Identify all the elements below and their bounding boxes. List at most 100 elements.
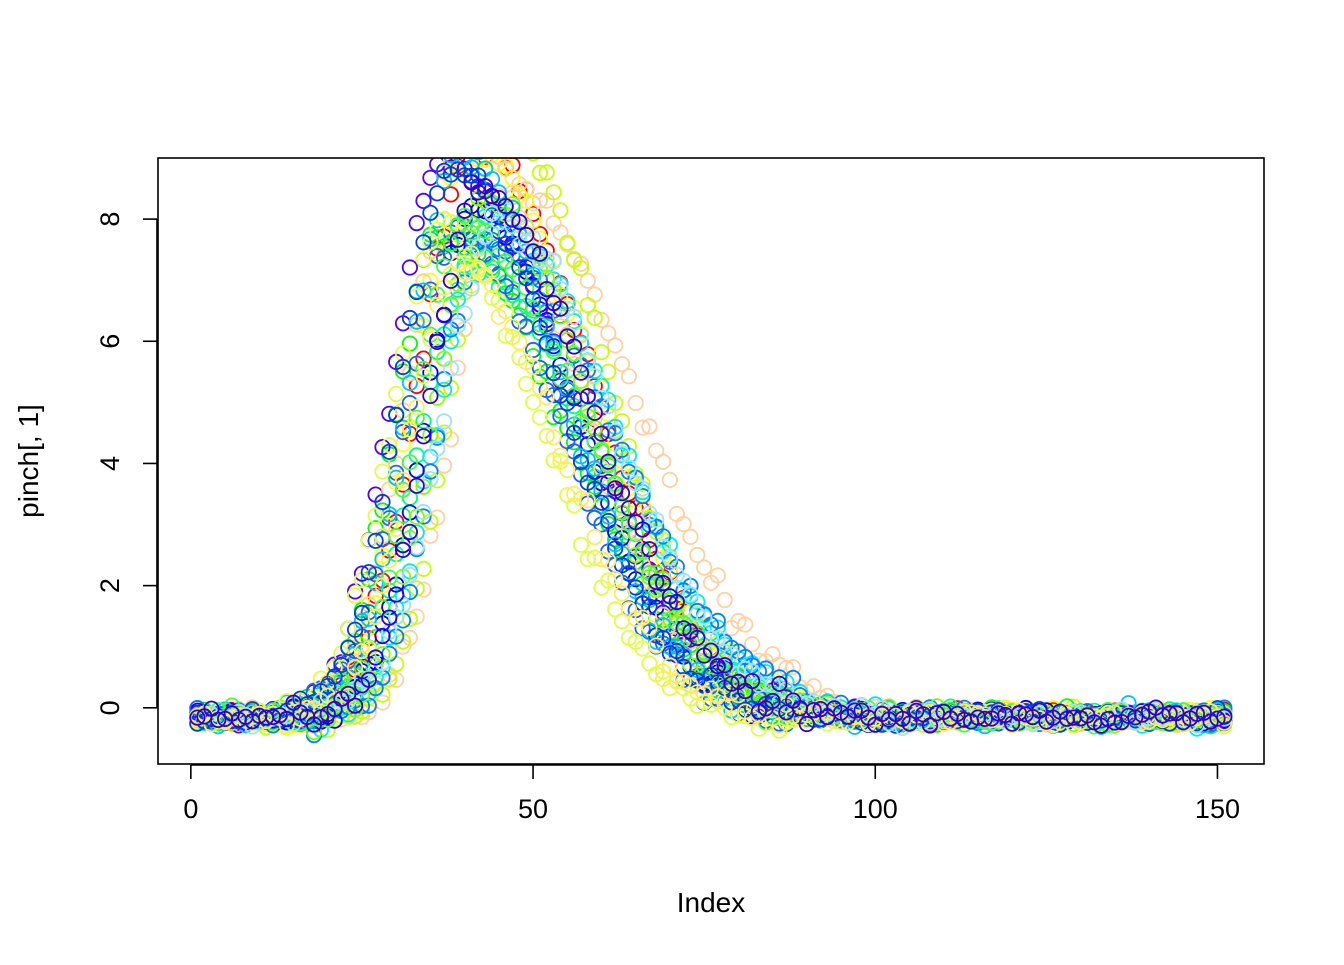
data-point [483, 187, 501, 204]
data-point [538, 318, 555, 335]
data-point [429, 333, 446, 350]
data-point [401, 421, 418, 438]
data-point [531, 245, 549, 262]
data-point [524, 341, 542, 359]
data-point [545, 386, 562, 404]
data-point [518, 226, 535, 244]
x-tick-label: 50 [518, 794, 548, 824]
data-point [702, 642, 720, 659]
data-point [422, 331, 439, 348]
data-point [696, 559, 713, 576]
data-point [538, 164, 555, 181]
data-point [538, 427, 555, 444]
y-tick-label: 2 [95, 578, 125, 593]
data-point [492, 143, 506, 157]
data-point [490, 158, 507, 165]
data-point [415, 560, 432, 577]
data-point [668, 642, 685, 660]
data-point [552, 364, 569, 381]
data-point [771, 717, 788, 734]
data-point [451, 127, 465, 141]
data-point [661, 645, 679, 662]
data-point [716, 591, 733, 609]
data-point [586, 309, 603, 326]
data-point [976, 710, 993, 728]
data-point [415, 428, 432, 445]
data-point [374, 627, 391, 645]
y-tick-label: 0 [95, 700, 125, 715]
data-point [415, 360, 432, 378]
data-point [394, 419, 412, 436]
data-point [805, 701, 822, 719]
data-point [526, 158, 540, 162]
data-point [443, 158, 459, 164]
data-point [451, 130, 465, 144]
data-point [429, 185, 446, 202]
data-point [478, 134, 492, 148]
data-point [593, 311, 610, 328]
data-point [545, 429, 562, 446]
data-point [620, 368, 638, 385]
data-point [381, 609, 398, 626]
data-point [512, 122, 526, 136]
data-point [374, 577, 391, 594]
data-point [485, 143, 499, 157]
data-point [1161, 705, 1178, 722]
data-point [607, 540, 624, 557]
data-point [600, 325, 617, 342]
y-tick-label: 4 [95, 456, 125, 471]
data-point [374, 493, 391, 511]
data-point [524, 291, 542, 308]
data-point [661, 471, 679, 488]
data-point [607, 570, 624, 588]
data-point [682, 586, 699, 603]
data-point [661, 549, 679, 567]
data-point [381, 443, 398, 460]
data-point [716, 657, 733, 674]
data-point [504, 318, 521, 335]
data-point [709, 629, 726, 647]
data-point [559, 461, 576, 479]
data-point [360, 532, 377, 549]
data-point [545, 253, 562, 270]
data-point [654, 528, 672, 545]
data-point [401, 259, 418, 276]
data-point [340, 620, 357, 637]
data-point [429, 389, 446, 406]
data-point [360, 671, 377, 688]
data-point [990, 705, 1007, 722]
data-point [600, 453, 617, 470]
data-point [743, 663, 761, 680]
data-point [471, 134, 485, 148]
data-point [374, 551, 391, 568]
data-point [661, 657, 679, 674]
data-point [456, 305, 473, 322]
data-point [340, 685, 357, 703]
data-point [579, 492, 596, 509]
data-point [388, 655, 405, 673]
data-point [572, 536, 590, 553]
data-point [490, 223, 507, 240]
data-point [326, 692, 343, 710]
data-point [346, 621, 364, 638]
data-point [415, 251, 432, 268]
data-point [388, 406, 405, 424]
data-point [374, 463, 391, 480]
data-point [504, 211, 521, 228]
data-point [388, 385, 405, 402]
data-point [552, 447, 569, 464]
data-point [668, 593, 685, 611]
data-point [552, 300, 569, 317]
data-point [497, 198, 514, 215]
data-point [463, 167, 480, 184]
data-point [471, 132, 485, 146]
y-tick-label: 8 [95, 212, 125, 227]
data-point [505, 133, 519, 147]
data-point [422, 387, 439, 404]
data-point [464, 122, 478, 136]
data-point [545, 184, 562, 201]
data-point [613, 355, 631, 373]
data-point [613, 484, 631, 502]
data-point [326, 668, 343, 685]
data-point [401, 374, 418, 391]
